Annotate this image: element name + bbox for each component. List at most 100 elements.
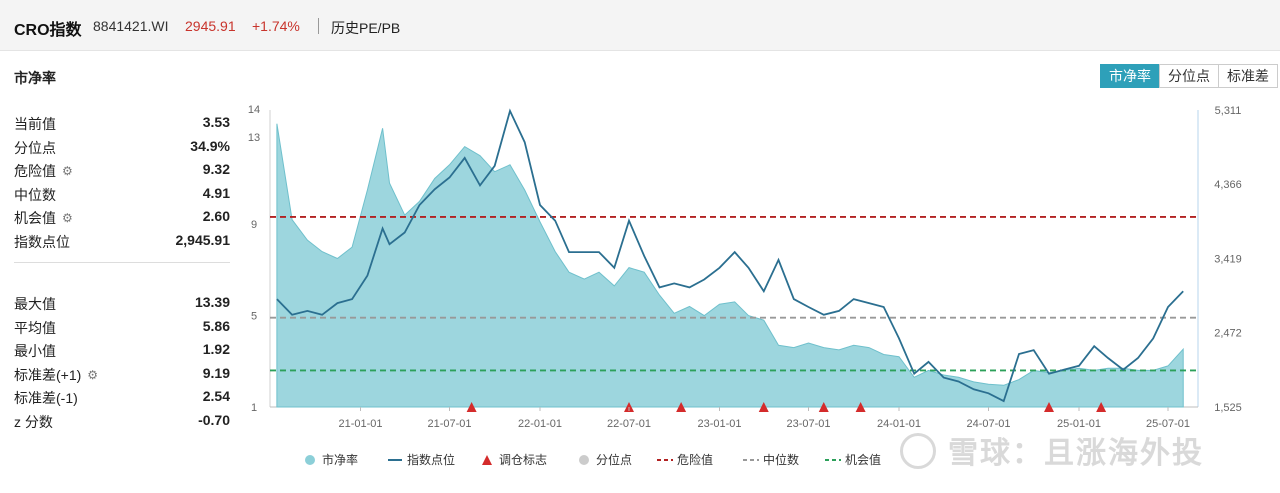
x-tick-label: 22-01-01 (518, 418, 562, 430)
y-tick-left: 14 (248, 104, 260, 116)
legend-symbol (579, 455, 589, 465)
legend-opportunity[interactable]: 机会值 (845, 452, 881, 467)
rebalance-marker (466, 402, 477, 412)
stat-row: 机会值 ⚙ 2.60 (14, 208, 230, 230)
stat-value: 1.92 (202, 341, 230, 357)
gear-icon[interactable]: ⚙ (62, 164, 73, 178)
stat-row: 平均值 5.86 (14, 318, 230, 340)
stat-label: 最小值 (14, 341, 56, 361)
stat-label-text: 最小值 (14, 343, 56, 359)
stat-label-text: 当前值 (14, 116, 56, 132)
stat-label: 指数点位 (14, 232, 70, 252)
stat-row: z 分数 -0.70 (14, 412, 230, 434)
gear-icon[interactable]: ⚙ (62, 211, 73, 225)
stat-label-text: 平均值 (14, 319, 56, 336)
index-change: +1.74% (252, 18, 300, 34)
x-tick-label: 21-07-01 (427, 418, 471, 430)
legend-symbol (482, 455, 492, 465)
stat-value: 3.53 (202, 114, 230, 130)
stat-label-text: 分位点 (14, 139, 56, 156)
stat-label-text: z 分数 (14, 413, 53, 430)
snowball-logo-icon (900, 433, 936, 469)
y-tick-right: 1,525 (1214, 402, 1242, 414)
stat-label-text: 标准差(+1) (14, 366, 82, 383)
stat-value: 4.91 (202, 184, 230, 201)
legend-danger[interactable]: 危险值 (677, 452, 713, 467)
stat-value: 9.32 (202, 161, 230, 177)
y-tick-left: 1 (251, 402, 257, 414)
x-tick-label: 25-01-01 (1057, 418, 1101, 430)
stat-row: 标准差(-1) 2.54 (14, 388, 230, 410)
x-tick-label: 24-01-01 (877, 418, 921, 430)
rebalance-marker (855, 402, 866, 412)
stat-label-text: 中位数 (14, 186, 56, 203)
index-title: CRO指数 (14, 22, 82, 39)
header-bar: CRO指数 8841421.WI 2945.91 +1.74% 历史PE/PB (0, 0, 1280, 51)
stat-label: 当前值 (14, 114, 56, 134)
series-line-index (276, 108, 1184, 403)
legend-pb[interactable]: 市净率 (322, 452, 358, 467)
y-tick-left: 13 (248, 132, 260, 144)
tab-history-pe-pb[interactable]: 历史PE/PB (331, 20, 401, 36)
stat-value: 5.86 (202, 317, 230, 334)
stat-value: 34.9% (190, 137, 230, 154)
stat-row: 危险值 ⚙ 9.32 (14, 161, 230, 183)
stat-label-text: 标准差(-1) (14, 390, 78, 406)
toggle-stddev[interactable]: 标准差 (1218, 64, 1278, 88)
x-tick-label: 23-01-01 (697, 418, 741, 430)
stat-label: z 分数 (14, 412, 53, 432)
legend-symbol (305, 455, 315, 465)
stat-value: 13.39 (194, 294, 230, 310)
legend-index[interactable]: 指数点位 (407, 452, 455, 467)
rebalance-marker (676, 402, 687, 412)
stat-value: 9.19 (202, 364, 230, 381)
stat-label-text: 机会值 (14, 210, 56, 226)
legend-median[interactable]: 中位数 (763, 452, 799, 467)
x-tick-label: 24-07-01 (966, 418, 1010, 430)
stat-value: 2.60 (202, 208, 230, 224)
gear-icon[interactable]: ⚙ (87, 367, 99, 382)
stat-label: 平均值 (14, 318, 56, 338)
stat-row: 中位数 4.91 (14, 185, 230, 207)
rebalance-marker (818, 402, 829, 412)
legend-rebalance[interactable]: 调仓标志 (499, 453, 547, 467)
y-tick-right: 5,311 (1215, 105, 1242, 117)
y-tick-right: 4,366 (1214, 179, 1242, 191)
stat-row: 当前值 3.53 (14, 114, 230, 136)
header-divider (318, 18, 319, 34)
stat-label: 中位数 (14, 185, 56, 205)
metric-toggle: 市净率 分位点 标准差 (1100, 64, 1278, 88)
stat-label: 标准差(+1) ⚙ (14, 365, 98, 385)
x-tick-label: 23-07-01 (786, 418, 830, 430)
stat-label-text: 最大值 (14, 296, 56, 312)
stat-row: 最大值 13.39 (14, 294, 230, 316)
toggle-pb[interactable]: 市净率 (1100, 64, 1160, 88)
index-code: 8841421.WI (93, 18, 169, 34)
stats-divider (14, 262, 230, 263)
index-price: 2945.91 (185, 18, 236, 34)
stat-value: 2,945.91 (175, 231, 231, 248)
stat-label: 最大值 (14, 294, 56, 314)
stat-label: 危险值 ⚙ (14, 161, 73, 181)
stat-label-text: 危险值 (14, 163, 56, 179)
stat-label: 机会值 ⚙ (14, 208, 73, 228)
stat-value: 2.54 (202, 388, 230, 404)
rebalance-marker (1096, 402, 1107, 412)
legend-percentile[interactable]: 分位点 (596, 452, 632, 467)
x-tick-label: 25-07-01 (1146, 418, 1190, 430)
stat-label-text: 指数点位 (14, 233, 70, 250)
watermark-text: 雪球：且涨海外投 (948, 437, 1204, 470)
y-tick-left: 5 (251, 311, 257, 323)
rebalance-marker (758, 402, 769, 412)
stat-row: 最小值 1.92 (14, 341, 230, 363)
x-tick-label: 22-07-01 (607, 418, 651, 430)
x-tick-label: 21-01-01 (338, 418, 382, 430)
stat-row: 指数点位 2,945.91 (14, 232, 230, 254)
stat-row: 标准差(+1) ⚙ 9.19 (14, 365, 230, 387)
series-area-pb (276, 123, 1184, 408)
stat-row: 分位点 34.9% (14, 138, 230, 160)
stat-label: 分位点 (14, 138, 56, 158)
toggle-percentile[interactable]: 分位点 (1159, 64, 1219, 88)
stat-label: 标准差(-1) (14, 388, 78, 408)
